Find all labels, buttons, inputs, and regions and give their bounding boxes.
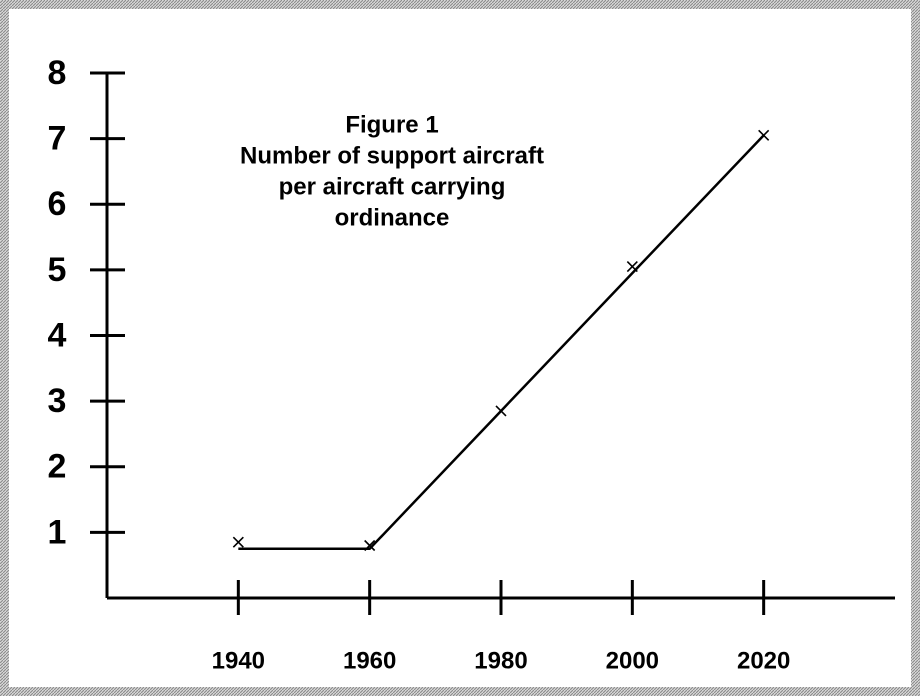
x-tick-label: 1980 [474, 647, 527, 674]
y-tick-label: 5 [48, 251, 67, 289]
chart-title: per aircraft carrying [279, 173, 506, 200]
y-tick-label: 6 [48, 185, 67, 223]
x-tick-label: 2020 [737, 647, 790, 674]
plot-background [9, 9, 911, 687]
x-tick-label: 1940 [212, 647, 265, 674]
y-tick-label: 8 [48, 54, 67, 92]
data-line [238, 134, 765, 551]
x-tick-label: 1960 [343, 647, 396, 674]
y-tick-label: 3 [48, 382, 67, 420]
chart-title: ordinance [335, 204, 450, 231]
y-tick-label: 1 [48, 513, 67, 551]
y-tick-label: 7 [48, 120, 67, 158]
chart-title: Number of support aircraft [240, 142, 544, 169]
data-point [232, 536, 244, 548]
y-tick-label: 2 [48, 448, 67, 486]
chart-title: Figure 1 [345, 111, 438, 138]
y-tick-label: 4 [48, 316, 67, 354]
x-tick-label: 2000 [606, 647, 659, 674]
